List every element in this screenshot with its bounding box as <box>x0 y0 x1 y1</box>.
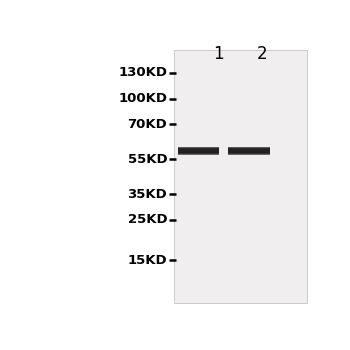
Bar <box>178 149 219 150</box>
Text: 130KD: 130KD <box>118 66 167 79</box>
Bar <box>178 147 219 148</box>
Text: 55KD: 55KD <box>127 153 167 166</box>
Text: 2: 2 <box>257 45 267 63</box>
Bar <box>228 150 270 151</box>
Bar <box>178 153 219 154</box>
Bar <box>178 151 219 152</box>
Bar <box>228 153 270 154</box>
Bar <box>178 152 219 153</box>
Bar <box>228 149 270 150</box>
Bar <box>178 152 219 153</box>
Bar <box>228 150 270 151</box>
Bar <box>178 149 219 150</box>
Text: 15KD: 15KD <box>127 254 167 267</box>
Bar <box>178 147 219 148</box>
Bar <box>228 148 270 149</box>
Bar <box>178 153 219 154</box>
Bar <box>178 149 219 150</box>
Bar <box>228 153 270 154</box>
Bar <box>178 147 219 148</box>
Bar <box>178 149 219 150</box>
Bar <box>178 152 219 153</box>
Bar <box>178 153 219 154</box>
Bar <box>178 148 219 149</box>
Bar <box>228 154 270 155</box>
Bar <box>228 154 270 155</box>
Bar <box>228 154 270 155</box>
Bar <box>228 147 270 148</box>
Bar <box>228 151 270 152</box>
Bar <box>174 50 307 303</box>
Bar <box>178 154 219 155</box>
Bar <box>228 151 270 152</box>
Bar <box>178 154 219 155</box>
Bar <box>228 148 270 149</box>
Text: 100KD: 100KD <box>118 92 167 105</box>
Text: 25KD: 25KD <box>127 214 167 226</box>
Bar <box>178 148 219 149</box>
Bar <box>228 149 270 150</box>
Bar <box>228 152 270 153</box>
Bar <box>228 148 270 149</box>
Bar <box>178 150 219 151</box>
Bar <box>178 150 219 151</box>
Bar <box>228 149 270 150</box>
Bar <box>178 151 219 152</box>
Bar <box>228 152 270 153</box>
Bar <box>228 152 270 153</box>
Bar <box>228 150 270 151</box>
Bar <box>228 147 270 148</box>
Bar <box>178 148 219 149</box>
Text: 70KD: 70KD <box>127 118 167 131</box>
Bar <box>178 151 219 152</box>
Bar <box>228 149 270 150</box>
Bar <box>228 147 270 148</box>
Bar <box>228 153 270 154</box>
Text: 35KD: 35KD <box>127 188 167 201</box>
Bar <box>178 154 219 155</box>
Text: 1: 1 <box>214 45 224 63</box>
Bar <box>228 151 270 152</box>
Bar <box>178 150 219 151</box>
